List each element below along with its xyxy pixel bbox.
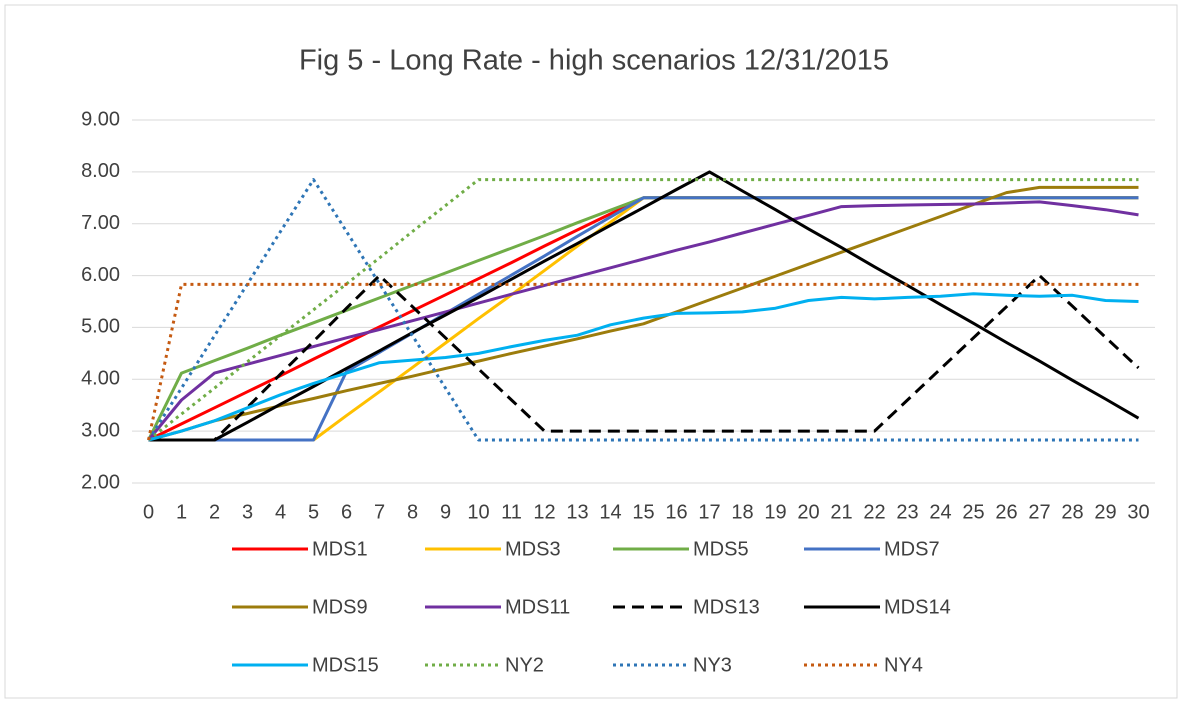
x-tick-label: 3 xyxy=(242,501,253,523)
x-tick-label: 17 xyxy=(698,501,720,523)
x-tick-label: 19 xyxy=(764,501,786,523)
series-line xyxy=(148,274,1140,442)
series-line xyxy=(148,170,1140,442)
x-tick-label: 27 xyxy=(1028,501,1050,523)
series-line xyxy=(148,292,1139,442)
x-tick-label: 22 xyxy=(863,501,885,523)
y-tick-label: 9.00 xyxy=(81,108,120,130)
x-tick-label: 16 xyxy=(665,501,687,523)
x-tick-label: 10 xyxy=(467,501,489,523)
y-tick-label: 8.00 xyxy=(81,160,120,182)
legend-label: MDS7 xyxy=(884,538,940,560)
x-tick-label: 5 xyxy=(308,501,319,523)
legend-label: MDS9 xyxy=(312,596,368,618)
x-tick-label: 9 xyxy=(440,501,451,523)
x-tick-label: 2 xyxy=(209,501,220,523)
y-tick-label: 4.00 xyxy=(81,368,120,390)
legend-label: NY2 xyxy=(505,654,544,676)
x-tick-label: 0 xyxy=(143,501,154,523)
x-tick-label: 21 xyxy=(830,501,852,523)
legend-label: MDS15 xyxy=(312,654,379,676)
x-tick-label: 24 xyxy=(929,501,951,523)
x-tick-label: 8 xyxy=(407,501,418,523)
series-line xyxy=(147,178,1139,442)
x-tick-label: 13 xyxy=(566,501,588,523)
x-tick-label: 28 xyxy=(1061,501,1083,523)
x-tick-label: 25 xyxy=(962,501,984,523)
x-tick-label: 23 xyxy=(896,501,918,523)
legend-label: MDS1 xyxy=(312,538,368,560)
x-tick-label: 26 xyxy=(995,501,1017,523)
x-tick-label: 12 xyxy=(533,501,555,523)
y-tick-label: 2.00 xyxy=(81,471,120,493)
legend-label: MDS3 xyxy=(505,538,561,560)
legend-label: MDS13 xyxy=(693,596,760,618)
y-tick-label: 3.00 xyxy=(81,419,120,441)
y-tick-label: 7.00 xyxy=(81,212,120,234)
y-tick-label: 6.00 xyxy=(81,264,120,286)
series-line xyxy=(147,178,1139,442)
x-tick-label: 18 xyxy=(731,501,753,523)
x-tick-label: 20 xyxy=(797,501,819,523)
x-tick-label: 7 xyxy=(374,501,385,523)
x-tick-label: 15 xyxy=(632,501,654,523)
x-tick-label: 29 xyxy=(1094,501,1116,523)
legend-label: NY3 xyxy=(693,654,732,676)
y-tick-label: 5.00 xyxy=(81,316,120,338)
x-tick-label: 30 xyxy=(1127,501,1149,523)
x-tick-label: 4 xyxy=(275,501,286,523)
legend-label: MDS11 xyxy=(505,596,570,618)
x-tick-label: 14 xyxy=(599,501,621,523)
x-tick-label: 11 xyxy=(501,501,522,523)
series-line xyxy=(147,200,1139,441)
x-tick-label: 6 xyxy=(341,501,352,523)
series-line xyxy=(148,196,1139,442)
legend-label: NY4 xyxy=(884,654,923,676)
x-tick-label: 1 xyxy=(176,501,187,523)
chart-title: Fig 5 - Long Rate - high scenarios 12/31… xyxy=(299,45,889,77)
legend-label: MDS5 xyxy=(693,538,749,560)
chart-border xyxy=(4,4,1178,699)
legend-label: MDS14 xyxy=(884,596,951,618)
